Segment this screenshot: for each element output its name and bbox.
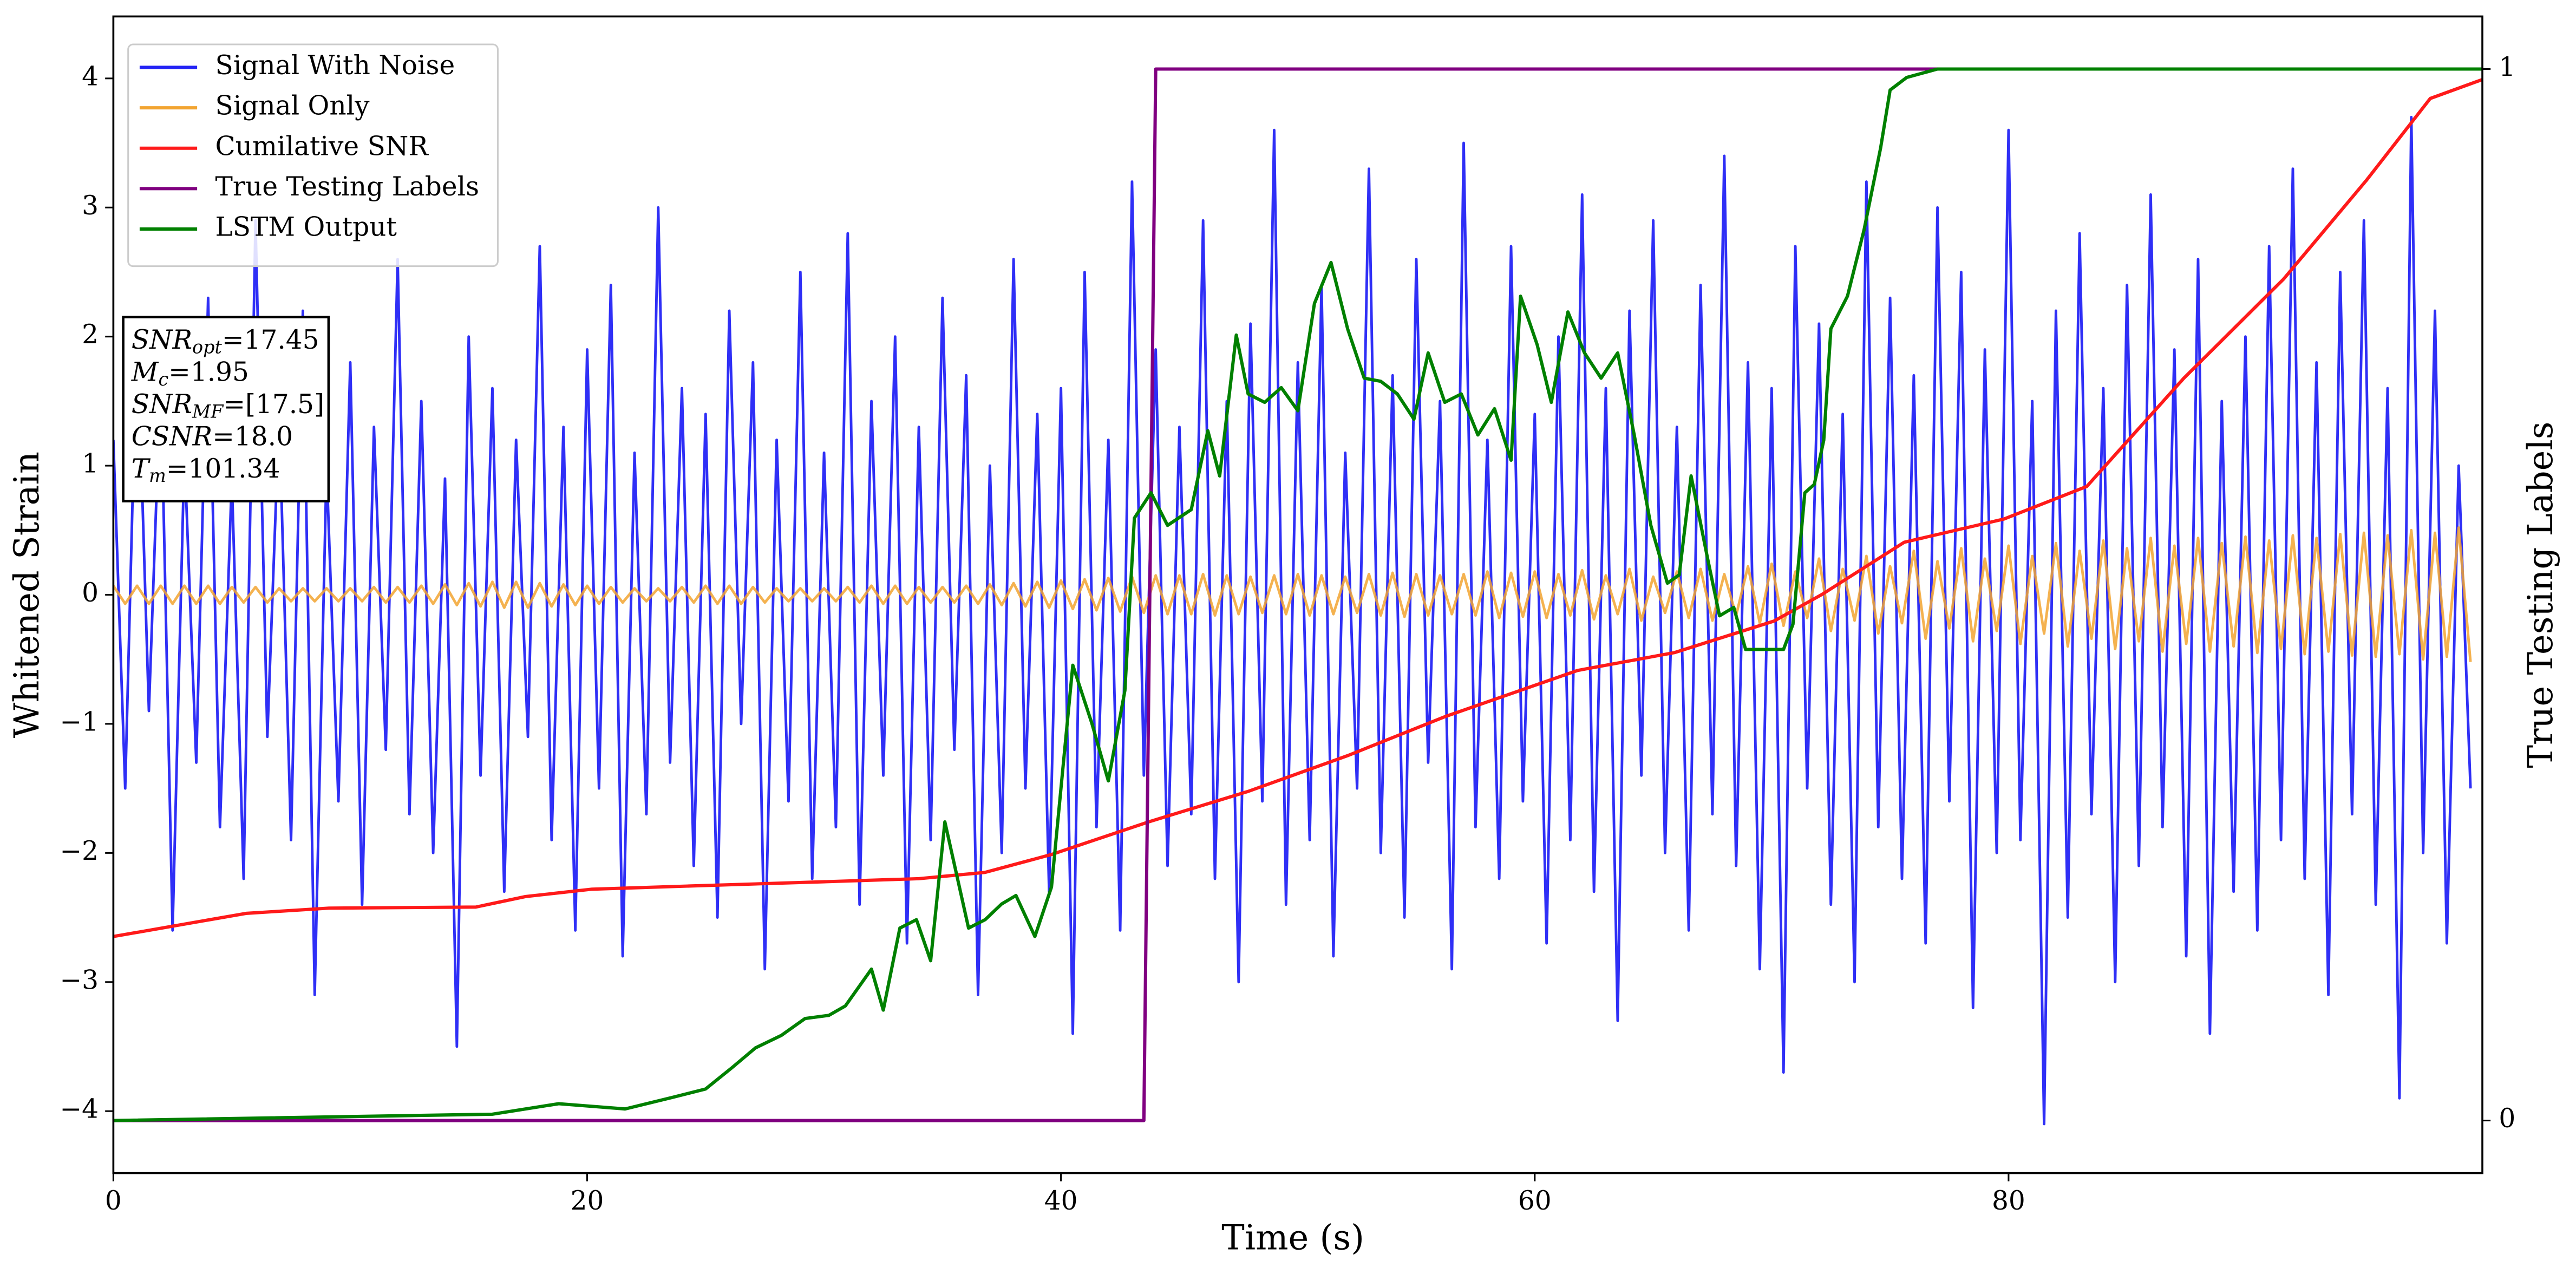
series-line: [113, 526, 2472, 662]
x-tick-label: 0: [105, 1186, 122, 1216]
annotation-value: =17.45: [222, 325, 319, 355]
annotation-text: CSNR=18.0: [132, 421, 293, 452]
annotation-text: Mc=1.95: [131, 357, 249, 390]
annotation-subscript: c: [158, 369, 168, 390]
y-tick-label: 0: [82, 578, 99, 608]
series-line: [113, 115, 2472, 1126]
series-line: [113, 67, 2483, 1122]
y-tick-label: 3: [82, 191, 99, 221]
y-tick-label: −4: [60, 1094, 99, 1125]
annotation-text: SNRopt=17.45: [132, 325, 319, 358]
legend-label: True Testing Labels: [215, 172, 480, 202]
series-line: [113, 67, 2483, 1122]
legend-box: [127, 43, 499, 267]
x-tick-label: 20: [571, 1186, 604, 1216]
annotation-symbol: SNR: [132, 389, 192, 420]
y-tick-label: 4: [82, 61, 99, 92]
y2-tick-label: 0: [2499, 1103, 2515, 1134]
y-tick-label: 1: [82, 449, 99, 479]
y-tick-label: −3: [60, 965, 99, 995]
legend-label: Signal Only: [215, 91, 370, 121]
annotation-subscript: MF: [192, 401, 224, 422]
legend-label: Cumilative SNR: [215, 131, 429, 161]
legend-label: LSTM Output: [215, 212, 397, 243]
y2-axis-label: True Testing Labels: [2521, 422, 2561, 768]
annotation-value: =1.95: [168, 357, 249, 387]
x-tick-label: 40: [1044, 1186, 1078, 1216]
annotation-value: =[17.5]: [223, 389, 324, 420]
annotation-subscript: m: [149, 465, 166, 486]
y-tick-label: −2: [60, 836, 99, 866]
x-axis-label: Time (s): [1221, 1218, 1364, 1258]
annotation-value: =18.0: [212, 421, 293, 452]
annotation-text: Tm=101.34: [132, 454, 280, 487]
series-line: [113, 78, 2483, 938]
annotation-symbol: CSNR: [132, 421, 212, 452]
y2-tick-label: 1: [2499, 52, 2515, 82]
annotation-symbol: SNR: [132, 325, 192, 355]
annotation-subscript: opt: [192, 336, 222, 357]
x-tick-label: 60: [1518, 1186, 1552, 1216]
annotation-box: [122, 316, 330, 502]
legend-label: Signal With Noise: [215, 50, 455, 81]
annotation-value: =101.34: [166, 454, 280, 484]
annotation-symbol: M: [131, 357, 159, 387]
annotation-symbol: T: [132, 454, 151, 484]
y-axis-label: Whitened Strain: [7, 452, 47, 738]
annotation-text: SNRMF=[17.5]: [132, 389, 324, 422]
y-tick-label: −1: [60, 707, 99, 737]
x-tick-label: 80: [1992, 1186, 2025, 1216]
y-tick-label: 2: [82, 319, 99, 350]
